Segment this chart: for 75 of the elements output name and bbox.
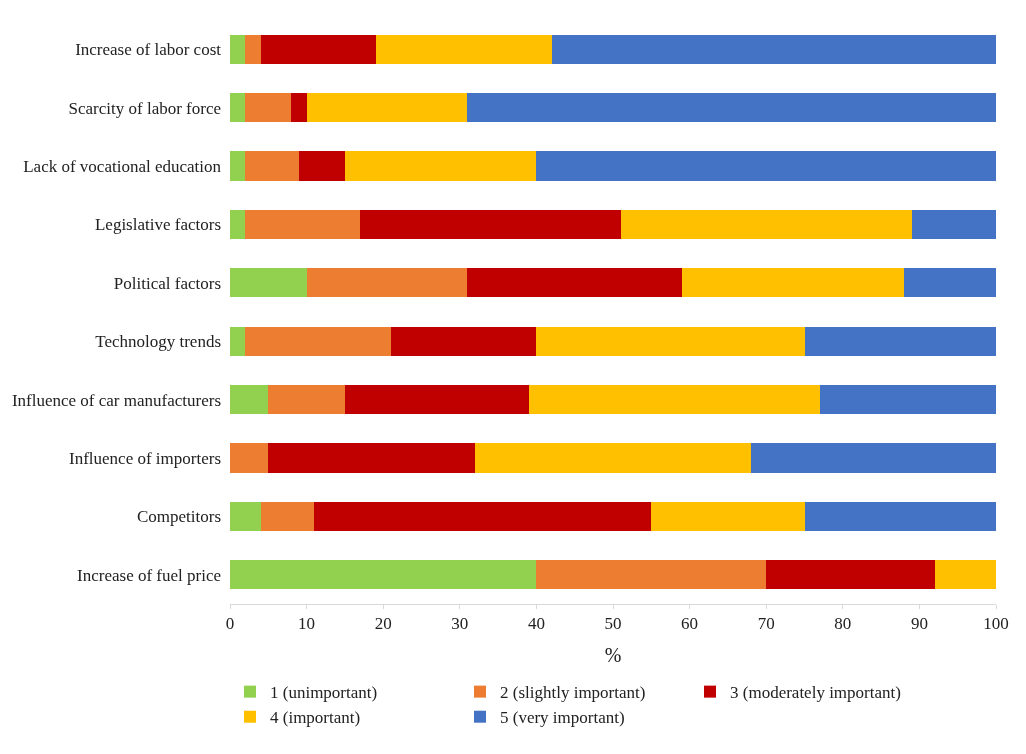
bar xyxy=(536,326,805,356)
bar xyxy=(306,268,468,298)
legend-label: 1 (unimportant) xyxy=(270,683,378,703)
bar xyxy=(467,268,682,298)
bar xyxy=(306,93,468,123)
legend-label: 5 (very important) xyxy=(500,708,625,728)
bar xyxy=(819,385,996,415)
x-axis-title: % xyxy=(604,643,622,666)
legend-label: 4 (important) xyxy=(270,708,361,728)
bar xyxy=(344,385,529,415)
bar xyxy=(750,443,996,473)
y-tick-label: Political factors xyxy=(113,273,221,293)
bar xyxy=(230,501,261,531)
bar xyxy=(230,209,246,239)
y-tick-label: Lack of vocational education xyxy=(23,156,222,176)
bar xyxy=(360,209,621,239)
bar xyxy=(681,268,905,298)
legend-label: 3 (moderately important) xyxy=(730,683,901,703)
bar xyxy=(260,34,376,64)
y-tick-label: Legislative factors xyxy=(94,215,221,235)
x-tick-label: 40 xyxy=(527,614,545,634)
bar xyxy=(536,560,767,590)
bar xyxy=(551,34,996,64)
bar xyxy=(904,268,996,298)
bar xyxy=(268,385,345,415)
bar xyxy=(298,151,345,181)
bar xyxy=(260,501,315,531)
bar xyxy=(230,385,269,415)
y-tick-label: Influence of car manufacturers xyxy=(11,390,221,410)
bar xyxy=(230,93,246,123)
x-tick-label: 0 xyxy=(225,614,235,634)
x-tick-label: 20 xyxy=(374,614,392,634)
bar xyxy=(528,385,820,415)
x-tick-label: 50 xyxy=(604,614,622,634)
bar xyxy=(230,34,246,64)
bar xyxy=(536,151,996,181)
x-tick-label: 80 xyxy=(834,614,852,634)
bar xyxy=(230,560,537,590)
x-tick-label: 70 xyxy=(757,614,775,634)
x-tick-label: 10 xyxy=(298,614,316,634)
bar xyxy=(245,34,261,64)
bar xyxy=(314,501,652,531)
bar xyxy=(245,93,292,123)
y-tick-label: Scarcity of labor force xyxy=(68,98,221,118)
x-tick-label: 100 xyxy=(983,614,1009,634)
bar xyxy=(804,326,996,356)
bar xyxy=(230,443,269,473)
y-tick-label: Influence of importers xyxy=(69,448,221,468)
x-tick-label: 90 xyxy=(910,614,928,634)
bar xyxy=(230,151,246,181)
bar xyxy=(375,34,552,64)
bar xyxy=(804,501,996,531)
x-tick-label: 30 xyxy=(451,614,469,634)
bar xyxy=(245,151,299,181)
bar xyxy=(344,151,537,181)
y-tick-label: Technology trends xyxy=(95,332,221,352)
bar xyxy=(230,326,246,356)
bar xyxy=(766,560,935,590)
y-tick-label: Competitors xyxy=(136,507,221,527)
bar xyxy=(934,560,996,590)
bar xyxy=(467,93,996,123)
x-tick-label: 60 xyxy=(681,614,699,634)
bar xyxy=(291,93,307,123)
bar xyxy=(390,326,537,356)
bar xyxy=(268,443,476,473)
y-tick-label: Increase of labor cost xyxy=(75,40,222,60)
bar xyxy=(620,209,912,239)
bar xyxy=(245,209,361,239)
y-tick-label: Increase of fuel price xyxy=(77,565,221,585)
bar xyxy=(230,268,307,298)
bar xyxy=(911,209,996,239)
bar xyxy=(651,501,805,531)
bar xyxy=(475,443,751,473)
bar xyxy=(245,326,391,356)
legend-label: 2 (slightly important) xyxy=(500,683,646,703)
